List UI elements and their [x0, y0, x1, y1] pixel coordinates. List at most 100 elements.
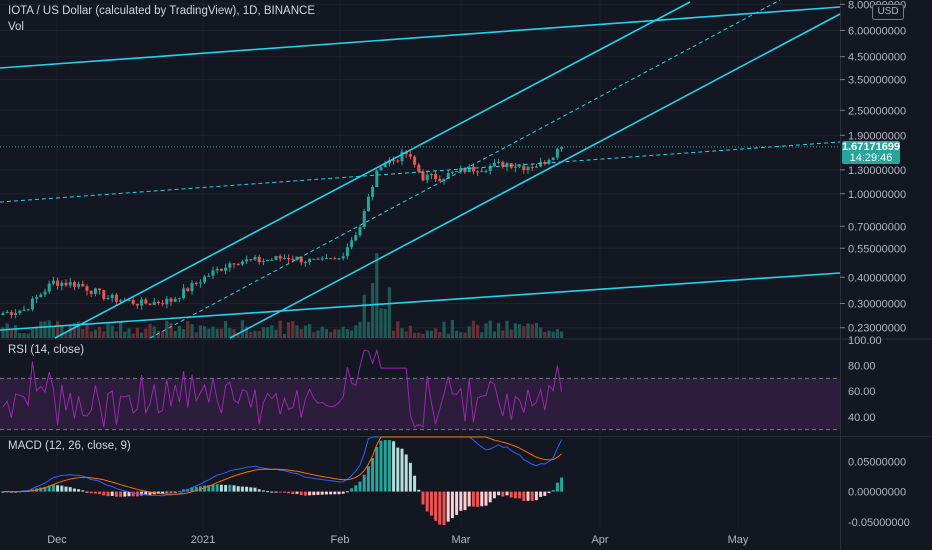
volume-label: Vol [8, 21, 24, 33]
candle [299, 256, 303, 263]
volume-bar [257, 330, 261, 338]
macd-histogram-bar [434, 491, 438, 521]
candle [282, 258, 286, 260]
macd-histogram-bar [509, 491, 513, 498]
macd-histogram-bar [308, 491, 312, 496]
macd-histogram-bar [555, 482, 559, 492]
candle [106, 298, 110, 300]
volume-bar [64, 332, 68, 338]
candle [429, 173, 433, 175]
candle [224, 267, 228, 271]
macd-histogram-bar [425, 491, 429, 512]
macd-histogram-bar [333, 491, 337, 495]
macd-histogram-bar [337, 491, 341, 495]
macd-histogram-bar [72, 488, 76, 492]
macd-histogram-bar [81, 490, 85, 492]
macd-histogram-bar [39, 487, 43, 492]
candle [89, 290, 93, 294]
macd-histogram-bar [341, 491, 345, 494]
macd-histogram-bar [224, 485, 228, 492]
candle [551, 157, 555, 160]
chart-title: IOTA / US Dollar (calculated by TradingV… [8, 5, 315, 17]
currency-button[interactable]: USD [872, 4, 904, 20]
candle [169, 298, 173, 302]
candle [350, 240, 354, 248]
volume-bar [228, 327, 232, 338]
macd-histogram-bar [211, 484, 215, 492]
macd-histogram-bar [455, 491, 459, 515]
candle [555, 148, 559, 158]
price-axis: 8.000000006.000000004.500000003.50000000… [840, 0, 906, 335]
macd-histogram-bar [513, 491, 517, 499]
macd-histogram-bar [442, 491, 446, 525]
candle [274, 256, 278, 260]
last-price-label: 1.67171699 14:29:46 [842, 141, 900, 164]
macd-histogram-bar [295, 491, 299, 494]
volume-bar [459, 332, 463, 338]
macd-histogram-bar [51, 484, 55, 492]
rsi-title: RSI (14, close) [8, 344, 85, 356]
macd-histogram-bar [257, 489, 261, 492]
candle [371, 187, 375, 197]
macd-histogram-bar [131, 491, 135, 497]
y-tick-label: 0.55000000 [848, 243, 906, 255]
volume-bar [165, 320, 169, 338]
macd-histogram-bar [140, 491, 144, 496]
macd-histogram-bar [392, 441, 396, 492]
candle [131, 299, 135, 304]
volume-bar [39, 321, 43, 338]
volume-bar [366, 321, 370, 338]
volume-bar [295, 325, 299, 338]
volume-bar [123, 331, 127, 338]
macd-histogram-bar [312, 491, 316, 496]
volume-bar [341, 326, 345, 338]
macd-histogram-bar [245, 486, 249, 492]
candle [522, 165, 526, 171]
trendline [0, 6, 841, 69]
macd-histogram-bar [484, 491, 488, 506]
volume-bar [400, 328, 404, 338]
x-tick-label: 2021 [191, 534, 215, 546]
candle [534, 166, 538, 168]
macd-histogram-bar [518, 491, 522, 499]
macd-histogram-bar [85, 491, 89, 493]
x-tick-label: May [728, 534, 749, 546]
candle [341, 256, 345, 259]
candle [455, 170, 459, 172]
macd-histogram-bar [324, 491, 328, 495]
volume-bar [106, 323, 110, 338]
macd-histogram-bar [303, 491, 307, 496]
y-tick-label: 4.50000000 [848, 52, 906, 64]
candle [5, 311, 9, 314]
volume-histogram [1, 253, 564, 338]
candle [526, 167, 530, 171]
macd-histogram-bar [497, 491, 501, 496]
candle [215, 268, 219, 271]
volume-bar [555, 329, 559, 338]
candle [316, 258, 320, 260]
candle [219, 268, 223, 271]
macd-histogram-bar [249, 487, 253, 492]
volume-bar [434, 328, 438, 338]
macd-histogram-bar [291, 491, 295, 495]
candle [236, 264, 240, 266]
volume-bar [476, 324, 480, 338]
macd-histogram-bar [194, 486, 198, 492]
volume-bar [450, 320, 454, 338]
macd-histogram-bar [253, 487, 257, 492]
volume-bar [333, 329, 337, 338]
volume-bar [68, 324, 72, 338]
candle [253, 256, 257, 260]
macd-histogram-bar [144, 491, 148, 496]
candle [140, 299, 144, 306]
macd-histogram-bar [379, 440, 383, 492]
volume-bar [135, 327, 139, 338]
macd-histogram-bar [287, 491, 291, 494]
candle [324, 258, 328, 260]
volume-bar [354, 325, 358, 338]
volume-bar [312, 332, 316, 338]
last-price-value: 1.67171699 [842, 141, 901, 153]
candle [51, 280, 55, 284]
candle [119, 300, 123, 302]
macd-histogram-bar [156, 491, 160, 494]
